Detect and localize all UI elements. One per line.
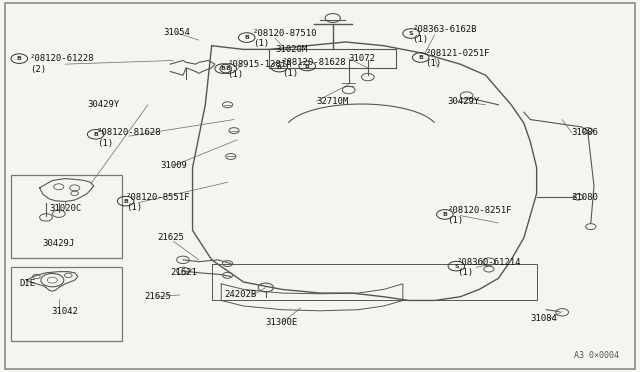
Text: B: B <box>221 66 225 71</box>
Text: B: B <box>305 64 310 68</box>
Text: B: B <box>419 55 423 60</box>
Text: 32710M: 32710M <box>317 97 349 106</box>
Text: 31084: 31084 <box>531 314 557 323</box>
Text: ²08360-61214
(1): ²08360-61214 (1) <box>457 257 522 277</box>
Text: 31300E: 31300E <box>266 318 298 327</box>
Text: B: B <box>93 132 98 137</box>
FancyBboxPatch shape <box>11 175 122 258</box>
Text: B: B <box>244 35 249 40</box>
Text: 30429Y: 30429Y <box>447 97 480 106</box>
Text: 31086: 31086 <box>572 128 598 137</box>
Text: 31009: 31009 <box>161 161 188 170</box>
Text: S: S <box>409 31 413 36</box>
Text: 31020M: 31020M <box>275 45 308 54</box>
Text: B: B <box>17 56 22 61</box>
Text: ²08120-87510
(1): ²08120-87510 (1) <box>253 29 317 48</box>
FancyBboxPatch shape <box>11 267 122 341</box>
Text: 31080: 31080 <box>572 193 598 202</box>
Text: ²08120-8251F
(1): ²08120-8251F (1) <box>447 206 512 225</box>
Text: S: S <box>454 264 459 269</box>
Text: B: B <box>276 65 282 70</box>
Text: 30429Y: 30429Y <box>88 100 120 109</box>
Text: ²08120-81628
(1): ²08120-81628 (1) <box>97 128 161 148</box>
Text: 31020C: 31020C <box>49 203 81 213</box>
Text: ²08120-81628
(1): ²08120-81628 (1) <box>282 58 346 77</box>
Text: ²08121-0251F
(1): ²08121-0251F (1) <box>425 49 490 68</box>
Text: B: B <box>226 66 230 71</box>
Text: ²08915-1381A
(1): ²08915-1381A (1) <box>228 60 292 79</box>
Text: A3 0×0004: A3 0×0004 <box>575 350 620 359</box>
Text: B: B <box>124 199 128 203</box>
Text: 30429J: 30429J <box>43 239 75 248</box>
Text: ²08363-6162B
(1): ²08363-6162B (1) <box>412 25 477 44</box>
Text: ²08120-8551F
(1): ²08120-8551F (1) <box>125 193 190 212</box>
Text: DIE: DIE <box>19 279 35 288</box>
Text: 21621: 21621 <box>170 268 197 277</box>
Text: 21625: 21625 <box>157 233 184 242</box>
Text: 31054: 31054 <box>163 28 190 37</box>
Text: B: B <box>442 212 447 217</box>
Text: 21625: 21625 <box>145 292 172 301</box>
Text: 31072: 31072 <box>349 54 376 63</box>
Text: ²08120-61228
(2): ²08120-61228 (2) <box>30 54 95 74</box>
Text: 31042: 31042 <box>51 307 78 316</box>
Text: 24202B: 24202B <box>225 291 257 299</box>
